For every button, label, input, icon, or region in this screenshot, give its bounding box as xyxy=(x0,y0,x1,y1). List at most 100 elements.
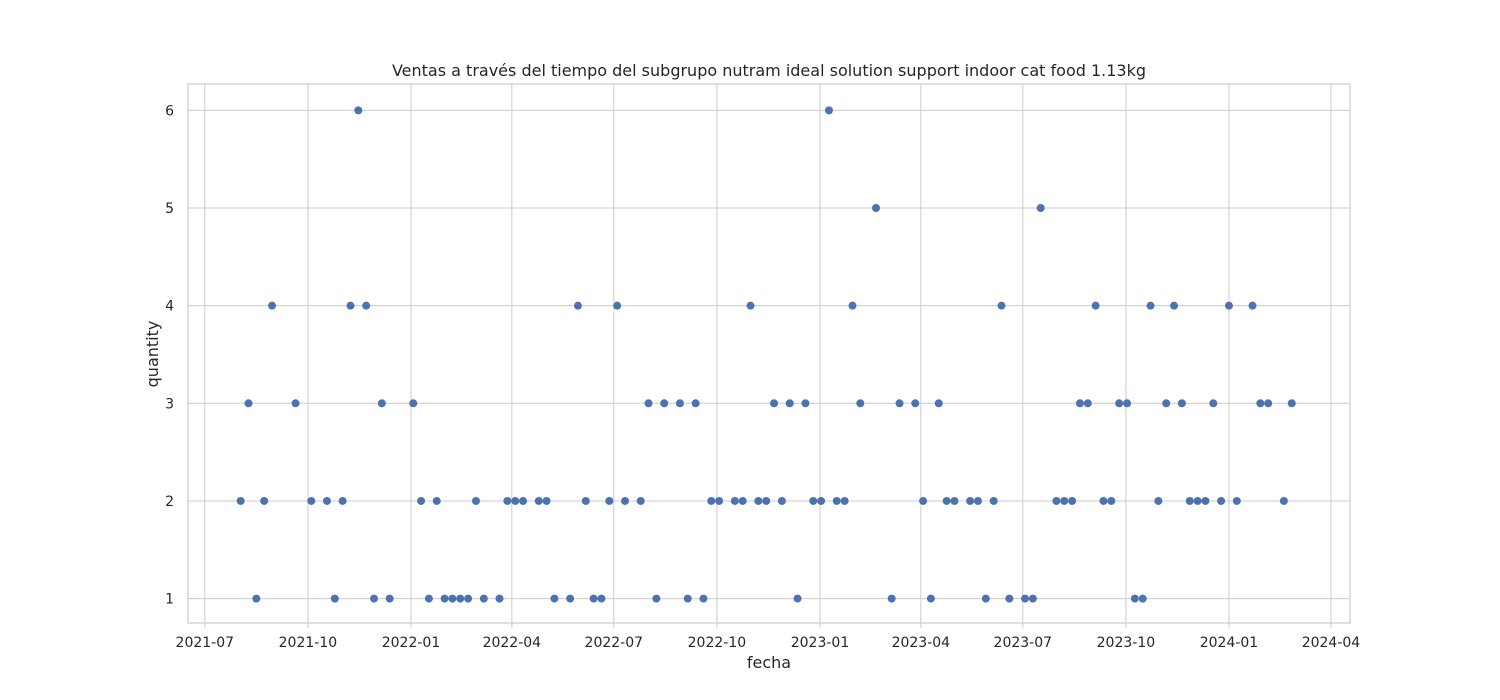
y-tick-label: 2 xyxy=(165,494,174,510)
plot-area-frame xyxy=(187,83,1351,624)
x-tick-label: 2023-04 xyxy=(892,635,951,651)
data-point xyxy=(793,594,802,603)
data-point xyxy=(911,399,920,408)
data-point xyxy=(471,496,480,505)
y-tick-label: 3 xyxy=(165,396,174,412)
data-point xyxy=(817,496,826,505)
data-point xyxy=(644,399,653,408)
data-point xyxy=(840,496,849,505)
x-tick-label: 2023-10 xyxy=(1097,635,1156,651)
data-point xyxy=(432,496,441,505)
data-point xyxy=(1177,399,1186,408)
data-point xyxy=(934,399,943,408)
data-point xyxy=(495,594,504,603)
data-point xyxy=(715,496,724,505)
data-point xyxy=(699,594,708,603)
data-point xyxy=(1028,594,1037,603)
data-point xyxy=(1146,301,1155,310)
data-point xyxy=(919,496,928,505)
data-point xyxy=(573,301,582,310)
data-point xyxy=(1193,496,1202,505)
data-point xyxy=(1224,301,1233,310)
x-tick-label: 2021-07 xyxy=(176,635,235,651)
data-point xyxy=(738,496,747,505)
data-point xyxy=(597,594,606,603)
x-tick-label: 2024-04 xyxy=(1302,635,1361,651)
data-point xyxy=(589,594,598,603)
data-point xyxy=(581,496,590,505)
data-point xyxy=(989,496,998,505)
points-layer xyxy=(236,106,1296,603)
data-point xyxy=(801,399,810,408)
data-point xyxy=(448,594,457,603)
data-point xyxy=(966,496,975,505)
data-point xyxy=(362,301,371,310)
data-point xyxy=(856,399,865,408)
data-point xyxy=(511,496,520,505)
chart-title: Ventas a través del tiempo del subgrupo … xyxy=(392,61,1146,80)
data-point xyxy=(1256,399,1265,408)
data-point xyxy=(1115,399,1124,408)
data-point xyxy=(1052,496,1061,505)
x-tick-labels: 2021-07 2021-10 2022-01 2022-04 2022-07 2022-… xyxy=(176,623,1361,651)
data-point xyxy=(1036,204,1045,213)
data-point xyxy=(754,496,763,505)
data-point xyxy=(409,399,418,408)
data-point xyxy=(456,594,465,603)
data-point xyxy=(895,399,904,408)
data-point xyxy=(244,399,253,408)
data-point xyxy=(1130,594,1139,603)
data-point xyxy=(291,399,300,408)
data-point xyxy=(1232,496,1241,505)
data-point xyxy=(848,301,857,310)
data-point xyxy=(887,594,896,603)
data-point xyxy=(268,301,277,310)
data-point xyxy=(424,594,433,603)
data-point xyxy=(519,496,528,505)
data-point xyxy=(354,106,363,115)
data-point xyxy=(236,496,245,505)
data-point xyxy=(1005,594,1014,603)
data-point xyxy=(1060,496,1069,505)
x-tick-label: 2023-07 xyxy=(994,635,1053,651)
data-point xyxy=(1075,399,1084,408)
data-point xyxy=(417,496,426,505)
data-point xyxy=(1099,496,1108,505)
x-tick-label: 2022-07 xyxy=(585,635,644,651)
data-point xyxy=(1264,399,1273,408)
grid-layer xyxy=(188,84,1350,623)
x-tick-label: 2023-01 xyxy=(791,635,850,651)
x-tick-label: 2021-10 xyxy=(279,635,338,651)
data-point xyxy=(1154,496,1163,505)
x-tick-label: 2024-01 xyxy=(1200,635,1259,651)
data-point xyxy=(252,594,261,603)
data-point xyxy=(1123,399,1132,408)
x-tick-label: 2022-01 xyxy=(382,635,441,651)
data-point xyxy=(479,594,488,603)
data-point xyxy=(1185,496,1194,505)
data-point xyxy=(809,496,818,505)
data-point xyxy=(330,594,339,603)
data-point xyxy=(1107,496,1116,505)
data-point xyxy=(322,496,331,505)
data-point xyxy=(981,594,990,603)
data-point xyxy=(1083,399,1092,408)
data-point xyxy=(675,399,684,408)
data-point xyxy=(926,594,935,603)
y-tick-label: 1 xyxy=(165,592,174,608)
data-point xyxy=(440,594,449,603)
data-point xyxy=(997,301,1006,310)
data-point xyxy=(464,594,473,603)
y-tick-labels: 1 2 3 4 5 6 xyxy=(165,103,174,607)
data-point xyxy=(260,496,269,505)
data-point xyxy=(636,496,645,505)
data-point xyxy=(683,594,692,603)
data-point xyxy=(542,496,551,505)
y-tick-label: 6 xyxy=(165,103,174,119)
data-point xyxy=(621,496,630,505)
data-point xyxy=(377,399,386,408)
data-point xyxy=(566,594,575,603)
data-point xyxy=(785,399,794,408)
data-point xyxy=(707,496,716,505)
